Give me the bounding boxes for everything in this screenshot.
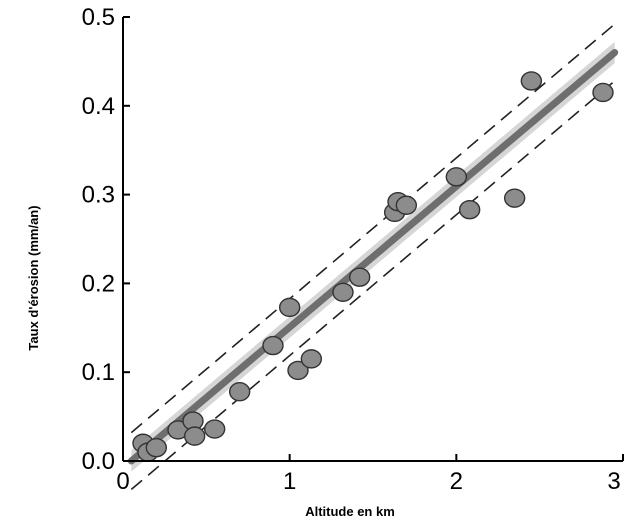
data-point — [262, 335, 284, 356]
data-point — [348, 267, 371, 287]
y-tick-label: 0.1 — [82, 359, 115, 386]
regression-layer — [127, 23, 619, 491]
axes: 0.0 0.1 0.2 0.3 0.4 0.5 0 1 2 3 — [82, 4, 624, 495]
points-layer — [132, 71, 614, 462]
x-tick-label: 3 — [607, 468, 620, 495]
x-tick-label: 0 — [116, 468, 129, 495]
y-tick-label: 0.2 — [82, 270, 115, 297]
upper-bound-line — [130, 23, 616, 434]
x-tick-label: 2 — [450, 468, 463, 495]
data-point — [145, 437, 168, 458]
regression-line — [127, 49, 619, 465]
data-point — [300, 349, 323, 369]
x-tick-label: 1 — [283, 468, 296, 495]
data-point — [203, 419, 226, 439]
y-tick-label: 0.4 — [82, 93, 115, 120]
y-axis-title: Taux d'érosion (mm/an) — [26, 205, 41, 350]
data-point — [278, 297, 301, 318]
data-point — [183, 426, 206, 446]
data-point — [458, 199, 481, 220]
data-point — [395, 195, 418, 215]
data-point — [520, 71, 543, 91]
y-tick-label: 0.3 — [82, 182, 115, 209]
data-point — [287, 360, 309, 381]
data-point — [503, 188, 526, 208]
x-axis-title: Altitude en km — [305, 504, 395, 519]
data-point — [445, 167, 468, 187]
y-tick-label: 0.0 — [82, 448, 115, 475]
y-tick-label: 0.5 — [82, 4, 115, 31]
data-point — [332, 282, 354, 302]
lower-bound-line — [130, 80, 616, 491]
data-point — [592, 82, 614, 103]
data-point — [228, 382, 251, 402]
